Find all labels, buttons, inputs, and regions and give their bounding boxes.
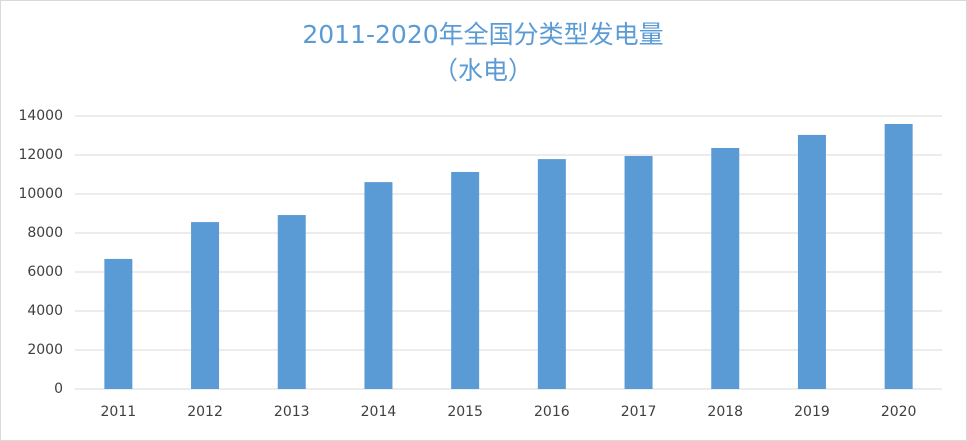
x-tick-label: 2013 — [274, 404, 310, 420]
bar — [884, 123, 913, 390]
bar — [711, 147, 740, 389]
y-tick-label: 8000 — [27, 225, 63, 241]
y-tick-label: 6000 — [27, 264, 63, 280]
bar — [451, 171, 480, 389]
x-tick-label: 2015 — [447, 404, 483, 420]
x-tick-label: 2016 — [534, 404, 570, 420]
y-tick-label: 4000 — [27, 303, 63, 319]
bar — [624, 155, 653, 389]
bar — [104, 258, 133, 389]
bar — [364, 182, 393, 389]
chart-title: 2011-2020年全国分类型发电量 — [302, 20, 663, 49]
x-tick-label: 2019 — [794, 404, 830, 420]
bar — [191, 222, 220, 389]
x-tick-label: 2018 — [707, 404, 743, 420]
x-tick-label: 2017 — [621, 404, 657, 420]
x-tick-label: 2011 — [101, 404, 137, 420]
bar — [537, 159, 566, 389]
y-tick-label: 12000 — [18, 147, 63, 163]
bar — [277, 215, 306, 389]
chart-subtitle: （水电） — [433, 56, 533, 85]
bar — [797, 134, 826, 389]
y-tick-label: 0 — [54, 381, 63, 397]
y-tick-label: 2000 — [27, 342, 63, 358]
x-tick-label: 2012 — [187, 404, 223, 420]
x-tick-label: 2014 — [361, 404, 397, 420]
y-tick-label: 10000 — [18, 186, 63, 202]
y-tick-label: 14000 — [18, 108, 63, 124]
x-tick-label: 2020 — [881, 404, 917, 420]
